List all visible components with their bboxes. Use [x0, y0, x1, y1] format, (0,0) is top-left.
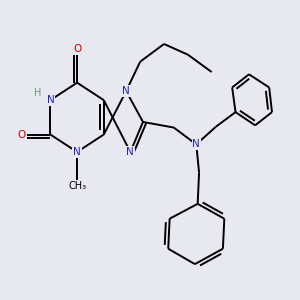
Text: O: O	[73, 44, 81, 54]
Text: N: N	[73, 147, 81, 157]
Text: N: N	[192, 140, 200, 149]
Text: H: H	[34, 88, 41, 98]
Text: N: N	[122, 86, 130, 96]
Text: N: N	[46, 95, 54, 105]
Text: O: O	[18, 130, 26, 140]
Text: CH₃: CH₃	[68, 181, 86, 190]
Text: N: N	[127, 147, 134, 157]
